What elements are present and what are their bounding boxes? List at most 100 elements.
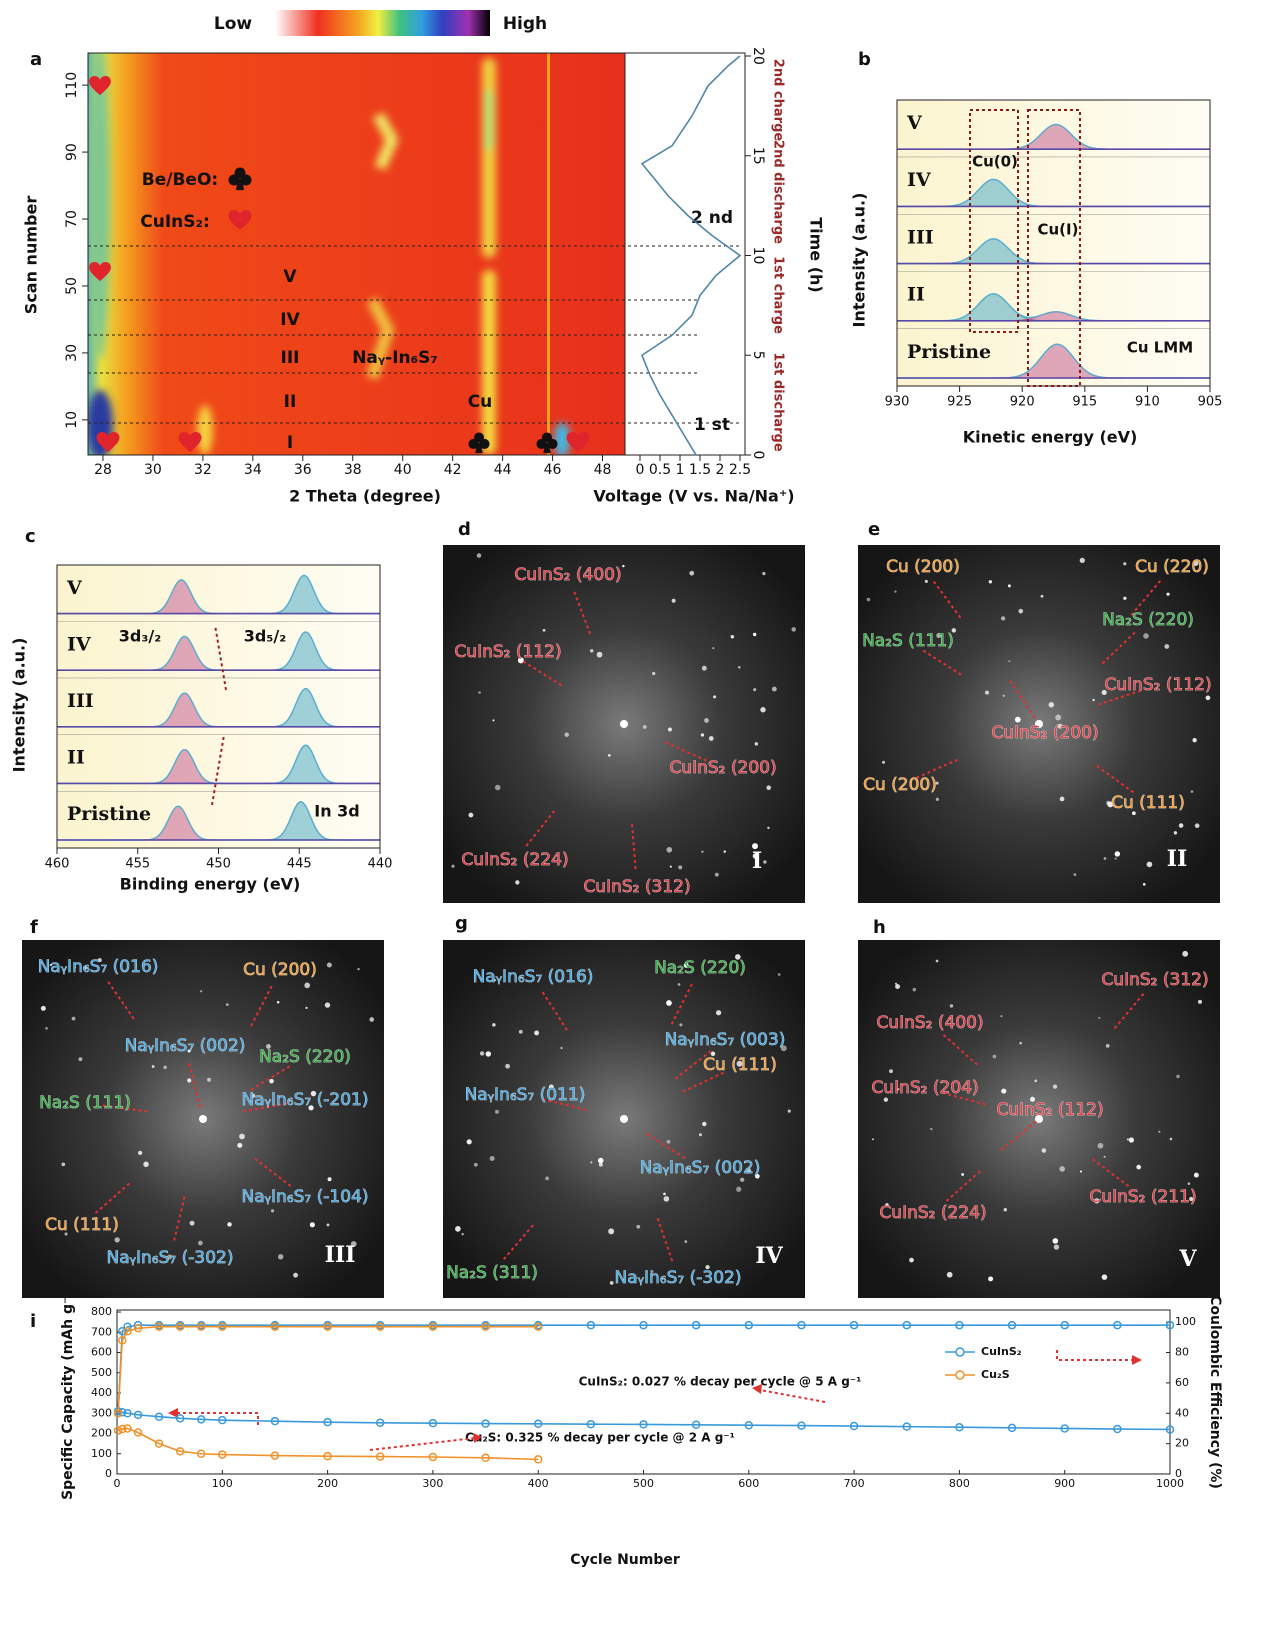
x-tick-label: 450 <box>206 857 231 872</box>
fft-label: CuInS₂ (204) <box>871 1078 978 1098</box>
fft-label: Na₂S (311) <box>446 1263 538 1283</box>
y2-tick-label: 60 <box>1175 1376 1189 1389</box>
fft-spot <box>78 1057 82 1061</box>
fft-spot <box>936 798 939 801</box>
fft-spot <box>45 1027 48 1030</box>
fft-spot <box>1054 1244 1059 1249</box>
fft-spot <box>670 866 672 868</box>
x-axis-title: Cycle Number <box>570 1552 680 1568</box>
panel-letter: c <box>25 526 36 547</box>
annotation: 2 nd <box>691 208 733 228</box>
y-tick-label: 70 <box>64 210 80 228</box>
fft-spot <box>519 1030 523 1034</box>
y2-tick-label: 100 <box>1175 1315 1196 1328</box>
fft-label: CuInS₂ (312) <box>583 877 690 897</box>
fft-spot <box>328 1177 332 1181</box>
x-tick-label: 2.5 <box>729 462 751 478</box>
annotation: In 3d <box>314 802 360 821</box>
fft-spot <box>1000 1015 1002 1017</box>
fft-spot <box>1192 738 1196 742</box>
fft-spot <box>1015 717 1021 723</box>
fft-spot <box>1052 1238 1058 1244</box>
cu-band <box>484 90 494 150</box>
fft-spot <box>474 1163 478 1167</box>
panel-letter: i <box>30 1311 36 1332</box>
fft-spot <box>198 1241 203 1246</box>
fft-spot <box>1179 823 1184 828</box>
fft-spot <box>724 850 726 852</box>
annotation: Cu(0) <box>972 153 1018 171</box>
colorbar-high: High <box>503 14 547 34</box>
y2-axis-title: Coulombic Efficiency (%) <box>1207 1295 1223 1489</box>
fft-spot <box>1176 1075 1179 1078</box>
y-tick-label: 700 <box>91 1325 112 1338</box>
series-label: III <box>907 226 934 248</box>
fft-spot <box>1206 695 1211 700</box>
x-tick-label: 0.5 <box>649 462 671 478</box>
annotation: Be/BeO: <box>142 170 218 190</box>
fft-spot <box>61 1163 65 1167</box>
fft-spot <box>716 1010 721 1015</box>
fft-spot <box>701 851 703 853</box>
fft-spot <box>731 635 734 638</box>
y-tick-label: 90 <box>64 143 80 161</box>
stage-name: 1st discharge <box>771 352 786 451</box>
fft-spot <box>1158 1131 1160 1133</box>
fft-spot <box>678 983 681 986</box>
fft-spot <box>187 1078 191 1082</box>
fft-spot <box>608 754 611 757</box>
x-axis-title: Voltage (V vs. Na/Na⁺) <box>593 487 794 506</box>
fft-spot <box>305 1007 307 1009</box>
fft-spot <box>872 1138 874 1140</box>
heatmap-field <box>88 53 625 455</box>
stage-label: II <box>1167 846 1188 872</box>
annotation: Naᵧ-In₆S₇ <box>352 348 438 368</box>
fft-spot <box>936 960 939 963</box>
series-label: II <box>907 284 925 306</box>
x-tick-label: 900 <box>1054 1477 1075 1490</box>
fft-spot <box>1195 823 1200 828</box>
annotation: 3d₅/₂ <box>244 627 286 646</box>
fft-label: NaᵧIn₆S₇ (-302) <box>615 1268 742 1288</box>
x-tick-label: 200 <box>317 1477 338 1490</box>
fft-label: CuInS₂ (112) <box>454 642 561 662</box>
x-tick-label: 915 <box>1072 395 1097 410</box>
fft-spot <box>1188 1182 1191 1185</box>
fft-spot <box>190 1221 195 1226</box>
fft-spot <box>715 873 719 877</box>
x-tick-label: 100 <box>212 1477 233 1490</box>
fft-label: CuInS₂ (200) <box>669 758 776 778</box>
fft-spot <box>1059 1166 1065 1172</box>
fft-label: Cu (200) <box>243 960 317 980</box>
fft-spot <box>701 733 704 736</box>
y-tick-label: 600 <box>91 1346 112 1359</box>
feature <box>197 405 213 455</box>
fft-spot <box>138 1151 142 1155</box>
fft-spot <box>310 1222 315 1227</box>
fft-spot <box>207 1078 211 1082</box>
x-tick-label: 40 <box>394 462 412 478</box>
fft-spot <box>925 580 928 583</box>
annotation: Cu(Ⅰ) <box>1038 221 1079 239</box>
fft-spot <box>667 1140 671 1144</box>
y-tick-label: 50 <box>64 277 80 295</box>
fft-spot <box>740 1178 744 1182</box>
fft-spot <box>699 1133 702 1136</box>
x-tick-label: 700 <box>844 1477 865 1490</box>
fft-spot <box>1143 883 1146 886</box>
annotation: Cu LMM <box>1127 339 1193 357</box>
fft-spot <box>913 988 917 992</box>
y-tick-label: 800 <box>91 1305 112 1318</box>
fft-spot <box>1049 702 1054 707</box>
fft-spot <box>590 1161 592 1163</box>
voltage-frame <box>625 53 745 455</box>
fft-spot <box>610 1281 614 1285</box>
x-tick-label: 455 <box>125 857 150 872</box>
figure: Low High Be/BeO: CuInS₂: V IV <box>0 0 1282 1644</box>
fft-spot <box>1034 1080 1037 1083</box>
fft-spot <box>930 1128 932 1130</box>
annotation: Cu <box>468 392 493 412</box>
fft-spot <box>565 732 569 736</box>
y-tick-label: 30 <box>64 344 80 362</box>
stage-label: I <box>752 848 762 874</box>
